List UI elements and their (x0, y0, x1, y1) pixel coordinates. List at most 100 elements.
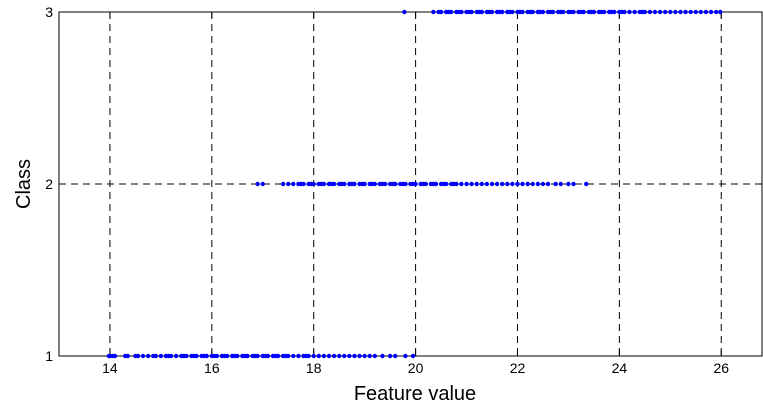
data-point-class-1 (393, 353, 398, 359)
data-point-class-2 (484, 181, 490, 187)
data-point-class-3 (581, 9, 586, 15)
data-point-class-1 (275, 353, 281, 359)
data-point-class-3 (540, 9, 546, 15)
data-point-class-2 (566, 181, 571, 187)
data-point-class-1 (224, 353, 230, 359)
data-point-class-2 (520, 181, 525, 187)
data-point-class-1 (321, 353, 327, 359)
data-point-class-3 (530, 9, 535, 15)
data-point-class-3 (449, 9, 454, 15)
data-point-class-3 (459, 9, 464, 15)
data-point-class-3 (431, 9, 436, 15)
data-point-class-2 (479, 181, 485, 187)
data-point-class-1 (296, 353, 301, 359)
data-point-class-1 (286, 353, 291, 359)
data-point-class-2 (535, 181, 541, 187)
data-point-class-1 (372, 353, 378, 359)
data-point-class-1 (403, 353, 408, 359)
data-point-class-1 (362, 353, 367, 359)
data-point-class-2 (443, 181, 449, 187)
data-point-class-2 (474, 181, 479, 187)
data-point-class-2 (413, 181, 418, 187)
data-point-class-2 (280, 181, 286, 187)
data-point-class-1 (265, 353, 271, 359)
data-point-class-3 (703, 9, 709, 15)
data-point-class-3 (678, 9, 683, 15)
data-point-class-3 (561, 9, 566, 15)
data-point-class-1 (342, 353, 347, 359)
data-point-class-2 (321, 181, 327, 187)
data-point-class-2 (510, 181, 515, 187)
data-point-class-3 (663, 9, 668, 15)
data-point-class-2 (393, 181, 398, 187)
data-point-class-2 (291, 181, 296, 187)
x-tick-label: 16 (204, 360, 220, 376)
data-point-class-3 (642, 9, 648, 15)
data-point-class-1 (158, 353, 164, 359)
data-point-class-3 (612, 9, 617, 15)
data-point-class-1 (168, 353, 174, 359)
data-point-class-3 (647, 9, 653, 15)
data-point-class-3 (668, 9, 673, 15)
data-point-class-3 (591, 9, 597, 15)
data-point-class-3 (657, 9, 663, 15)
data-point-class-3 (601, 9, 607, 15)
data-point-class-1 (326, 353, 332, 359)
y-tick-label: 3 (45, 4, 53, 20)
data-point-class-2 (403, 181, 408, 187)
data-point-class-3 (693, 9, 698, 15)
data-point-class-1 (145, 353, 151, 359)
data-point-class-2 (362, 181, 367, 187)
data-point-class-2 (553, 181, 558, 187)
data-point-class-1 (291, 353, 296, 359)
data-point-class-2 (454, 181, 459, 187)
data-point-class-1 (352, 353, 357, 359)
data-point-class-2 (382, 181, 388, 187)
data-point-class-3 (683, 9, 688, 15)
data-point-class-1 (367, 353, 372, 359)
data-point-class-1 (410, 353, 416, 359)
data-point-class-3 (571, 9, 576, 15)
data-point-class-1 (194, 353, 199, 359)
data-point-class-2 (571, 181, 576, 187)
tick-labels: 14 16 18 20 22 24 26 1 2 3 (45, 4, 729, 376)
data-point-class-2 (311, 181, 316, 187)
data-point-class-2 (530, 181, 535, 187)
data-point-class-1 (311, 353, 316, 359)
data-point-class-2 (469, 181, 474, 187)
data-point-class-2 (260, 181, 265, 187)
y-axis-title: Class (13, 159, 35, 209)
data-point-class-1 (357, 353, 362, 359)
data-points (106, 9, 723, 359)
data-point-class-1 (245, 353, 250, 359)
y-tick-label: 2 (45, 176, 53, 192)
data-point-class-3 (632, 9, 637, 15)
data-point-class-2 (584, 181, 589, 187)
data-point-class-2 (255, 181, 260, 187)
data-point-class-2 (459, 181, 464, 187)
data-point-class-1 (173, 353, 179, 359)
data-point-class-3 (708, 9, 714, 15)
data-point-class-1 (125, 353, 130, 359)
data-point-class-2 (464, 181, 469, 187)
data-point-class-1 (184, 353, 189, 359)
data-point-class-2 (540, 181, 546, 187)
x-tick-label: 24 (612, 360, 628, 376)
data-point-class-1 (336, 353, 342, 359)
data-point-class-2 (342, 181, 347, 187)
data-point-class-2 (433, 181, 439, 187)
data-point-class-2 (352, 181, 357, 187)
data-point-class-1 (235, 353, 240, 359)
data-point-class-3 (550, 9, 556, 15)
data-point-class-3 (652, 9, 658, 15)
data-point-class-2 (331, 181, 337, 187)
data-point-class-1 (306, 353, 311, 359)
y-tick-label: 1 (45, 348, 53, 364)
data-point-class-3 (510, 9, 515, 15)
data-point-class-2 (423, 181, 428, 187)
data-point-class-2 (489, 181, 495, 187)
data-point-class-1 (135, 353, 141, 359)
x-axis-title: Feature value (354, 383, 476, 405)
data-point-class-3 (500, 9, 505, 15)
